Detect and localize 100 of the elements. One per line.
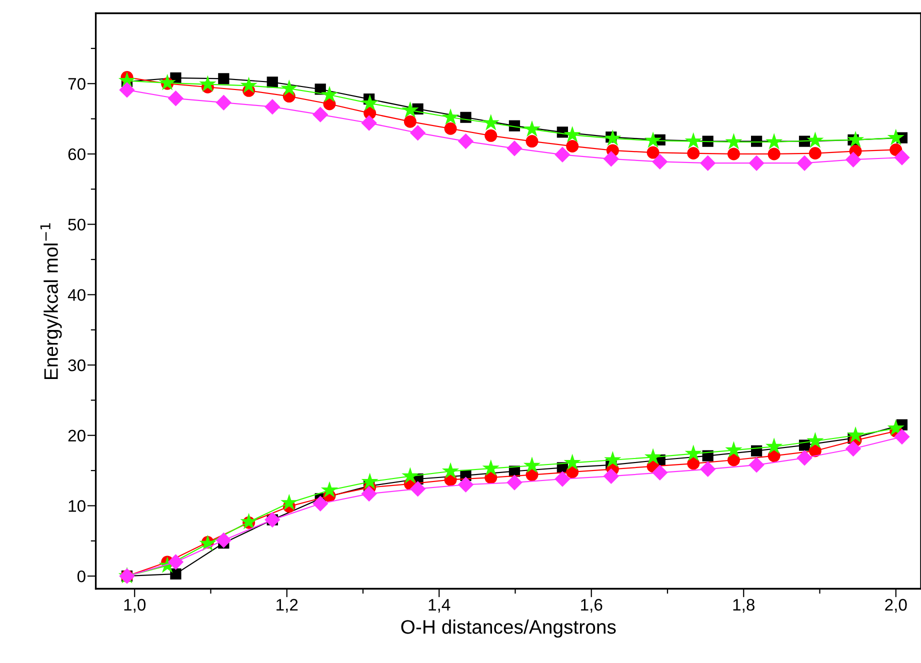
point	[482, 459, 500, 476]
point	[604, 129, 622, 146]
point	[458, 133, 474, 150]
point	[808, 147, 822, 160]
point	[846, 426, 864, 443]
point	[554, 146, 570, 163]
point	[644, 448, 662, 464]
point	[652, 154, 668, 170]
point	[566, 140, 579, 152]
point	[748, 155, 764, 171]
x-tick-label: 1,6	[581, 598, 602, 613]
y-axis-title: Energy/kcal mol$^{−1}$	[40, 223, 62, 380]
x-tick-label: 1,2	[276, 598, 298, 613]
point	[796, 155, 812, 171]
point	[603, 151, 620, 167]
point	[845, 440, 862, 457]
y-tick-label: 20	[68, 430, 86, 442]
point	[410, 125, 426, 141]
point	[280, 80, 298, 96]
point	[725, 441, 742, 458]
y-tick-label: 50	[68, 218, 86, 231]
point	[564, 126, 581, 142]
point	[320, 86, 338, 102]
point	[482, 114, 500, 130]
point	[700, 155, 716, 171]
x-tick-label: 1,0	[124, 598, 146, 613]
point	[442, 108, 460, 125]
point	[845, 152, 862, 168]
point	[119, 82, 135, 98]
point	[684, 444, 702, 461]
y-tick-label: 10	[68, 500, 86, 512]
point	[765, 438, 783, 454]
point	[264, 98, 280, 115]
point	[687, 147, 700, 160]
point	[404, 115, 416, 128]
point	[846, 130, 864, 148]
point	[442, 462, 460, 479]
point	[748, 457, 764, 473]
point	[312, 496, 328, 512]
x-axis-title: O-H distances/Angstrons	[401, 620, 616, 638]
point	[361, 94, 378, 111]
point	[361, 115, 377, 131]
point	[806, 432, 824, 448]
y-tick-label: 60	[68, 148, 86, 160]
y-tick-label: 0	[77, 570, 86, 582]
point	[751, 136, 762, 147]
point	[312, 106, 328, 122]
point	[523, 456, 541, 473]
point	[361, 472, 378, 490]
point	[702, 136, 714, 147]
point	[652, 464, 668, 481]
point	[170, 568, 182, 580]
point	[887, 128, 904, 146]
point	[199, 75, 216, 92]
point	[506, 474, 522, 490]
point	[564, 454, 581, 470]
point	[240, 512, 258, 530]
point	[684, 132, 702, 149]
y-tick-label: 70	[68, 78, 86, 90]
x-tick-label: 2,0	[885, 598, 907, 613]
point	[216, 94, 232, 110]
point	[765, 132, 783, 150]
point	[646, 146, 660, 159]
point	[887, 419, 904, 436]
point	[523, 120, 541, 137]
point	[266, 76, 278, 88]
point	[361, 486, 377, 502]
point	[158, 74, 176, 90]
point	[506, 140, 522, 156]
point	[806, 132, 824, 148]
point	[444, 122, 457, 135]
point	[796, 450, 812, 466]
point	[458, 476, 474, 492]
point	[604, 450, 622, 468]
point	[644, 132, 662, 148]
y-tick-label: 40	[68, 289, 86, 301]
point	[402, 467, 419, 484]
point	[526, 135, 538, 148]
point	[727, 454, 740, 466]
point	[894, 150, 910, 166]
point	[218, 73, 230, 84]
point	[727, 148, 740, 160]
point	[410, 480, 426, 497]
y-tick-label: 30	[68, 359, 86, 372]
x-tick-label: 1,8	[733, 598, 754, 613]
point	[894, 428, 910, 445]
point	[168, 554, 184, 570]
point	[216, 532, 232, 548]
point	[168, 90, 184, 106]
point	[700, 461, 716, 477]
point	[240, 76, 258, 94]
point	[768, 148, 780, 160]
point	[603, 468, 620, 484]
point	[402, 101, 419, 118]
point	[725, 132, 742, 150]
point	[280, 494, 298, 510]
point	[687, 457, 700, 470]
point	[484, 129, 498, 142]
point	[554, 471, 570, 487]
x-tick-label: 1,4	[428, 599, 450, 613]
